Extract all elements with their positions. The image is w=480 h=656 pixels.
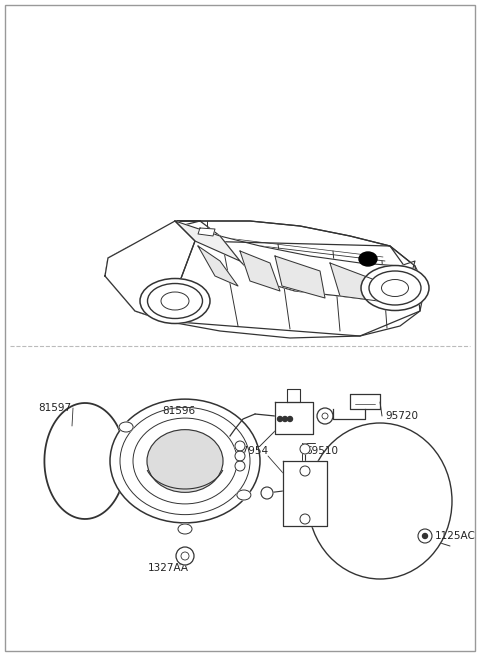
Polygon shape (287, 389, 300, 402)
Ellipse shape (147, 283, 203, 319)
Circle shape (235, 461, 245, 471)
Ellipse shape (110, 399, 260, 523)
Ellipse shape (361, 266, 429, 310)
Text: 81596: 81596 (162, 406, 195, 416)
Circle shape (317, 408, 333, 424)
Text: 81597: 81597 (38, 403, 71, 413)
Polygon shape (330, 263, 390, 301)
Polygon shape (105, 221, 195, 321)
Polygon shape (165, 241, 420, 336)
Circle shape (176, 547, 194, 565)
Polygon shape (240, 251, 280, 291)
Circle shape (235, 451, 245, 461)
Polygon shape (105, 221, 425, 338)
Polygon shape (283, 461, 327, 526)
Text: 69510: 69510 (305, 446, 338, 456)
Ellipse shape (237, 490, 251, 500)
Ellipse shape (369, 271, 421, 305)
Polygon shape (175, 221, 240, 261)
Circle shape (235, 441, 245, 451)
Circle shape (300, 514, 310, 524)
Ellipse shape (308, 423, 452, 579)
Polygon shape (220, 236, 415, 301)
Text: 87954: 87954 (235, 446, 268, 456)
Ellipse shape (359, 252, 377, 266)
Circle shape (300, 466, 310, 476)
Polygon shape (275, 256, 325, 298)
Polygon shape (198, 246, 238, 286)
Text: 95720: 95720 (385, 411, 418, 421)
Circle shape (300, 444, 310, 454)
Text: 1125AC: 1125AC (435, 531, 476, 541)
Circle shape (283, 417, 288, 422)
Circle shape (288, 417, 292, 422)
Circle shape (422, 533, 428, 539)
Circle shape (418, 529, 432, 543)
Text: 1327AA: 1327AA (148, 563, 189, 573)
Polygon shape (198, 228, 215, 236)
Circle shape (277, 417, 283, 422)
Polygon shape (275, 402, 313, 434)
Ellipse shape (140, 279, 210, 323)
Ellipse shape (119, 422, 133, 432)
Ellipse shape (178, 524, 192, 534)
Ellipse shape (147, 430, 223, 493)
Polygon shape (175, 221, 415, 301)
Circle shape (261, 487, 273, 499)
